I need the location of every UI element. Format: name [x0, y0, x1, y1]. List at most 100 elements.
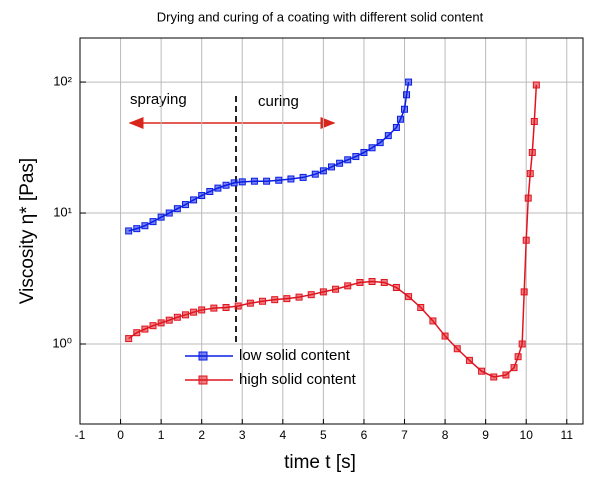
y-tick-label: 10²	[53, 74, 72, 89]
series-line	[128, 84, 538, 378]
data-point	[181, 311, 189, 319]
data-point	[206, 188, 214, 196]
data-point	[181, 201, 189, 209]
legend-marker	[198, 351, 208, 361]
data-point	[198, 192, 206, 200]
legend-marker	[198, 375, 208, 385]
data-point	[198, 306, 206, 314]
data-point	[344, 282, 352, 290]
data-point	[250, 177, 258, 185]
data-point	[520, 288, 528, 296]
data-point	[263, 177, 271, 185]
data-point	[234, 302, 242, 310]
data-point	[157, 319, 165, 327]
data-point	[360, 148, 368, 156]
annotation: spraying	[130, 91, 187, 108]
data-point	[530, 117, 538, 125]
data-point	[518, 340, 526, 348]
data-point	[133, 329, 141, 337]
data-point	[287, 175, 295, 183]
data-point	[396, 115, 404, 123]
data-point	[532, 81, 540, 89]
data-point	[222, 303, 230, 311]
data-point	[307, 291, 315, 299]
data-point	[230, 179, 238, 187]
data-point	[173, 313, 181, 321]
data-point	[526, 170, 534, 178]
data-point	[271, 296, 279, 304]
data-point	[190, 196, 198, 204]
data-point	[524, 194, 532, 202]
data-point	[356, 278, 364, 286]
data-point	[336, 159, 344, 167]
data-point	[392, 123, 400, 131]
x-axis-title: time t [s]	[284, 452, 356, 473]
data-point	[214, 184, 222, 192]
data-point	[352, 153, 360, 161]
data-point	[125, 335, 133, 343]
data-point	[392, 284, 400, 292]
legend-label: low solid content	[239, 347, 351, 364]
x-tick-label: 8	[442, 428, 449, 442]
chart-title: Drying and curing of a coating with diff…	[157, 9, 484, 24]
annotation: curing	[258, 93, 299, 110]
data-point	[311, 170, 319, 178]
data-point	[125, 227, 133, 235]
data-point	[133, 225, 141, 233]
data-point	[502, 371, 510, 379]
data-point	[275, 176, 283, 184]
data-point	[417, 303, 425, 311]
data-point	[441, 332, 449, 340]
data-point	[259, 297, 267, 305]
data-point	[283, 295, 291, 303]
x-tick-label: 6	[361, 428, 368, 442]
data-point	[368, 144, 376, 152]
data-point	[403, 91, 411, 99]
data-point	[376, 139, 384, 147]
data-point	[453, 345, 461, 353]
data-point	[238, 178, 246, 186]
data-point	[368, 278, 376, 286]
x-tick-label: -1	[75, 428, 86, 442]
data-point	[401, 105, 409, 113]
x-tick-label: 1	[158, 428, 165, 442]
data-point	[490, 373, 498, 381]
data-point	[299, 173, 307, 181]
data-point	[380, 278, 388, 286]
plot-frame	[79, 37, 584, 425]
data-point	[405, 78, 413, 86]
x-tick-label: 4	[279, 428, 286, 442]
data-point	[157, 213, 165, 221]
data-point	[514, 353, 522, 361]
data-point	[429, 317, 437, 325]
data-point	[510, 364, 518, 372]
data-point	[295, 293, 303, 301]
data-point	[190, 308, 198, 316]
x-tick-label: 7	[401, 428, 408, 442]
data-point	[332, 285, 340, 293]
y-axis-title: Viscosity η* [Pas]	[17, 158, 38, 304]
y-tick-label: 10¹	[53, 204, 72, 219]
data-point	[344, 156, 352, 164]
x-tick-label: 2	[198, 428, 205, 442]
x-tick-label: 0	[117, 428, 124, 442]
x-tick-label: 10	[520, 428, 534, 442]
data-point	[165, 316, 173, 324]
data-point	[222, 181, 230, 189]
data-point	[149, 322, 157, 330]
legend-label: high solid content	[239, 371, 357, 388]
data-point	[465, 356, 473, 364]
data-point	[319, 288, 327, 296]
x-tick-label: 5	[320, 428, 327, 442]
x-tick-label: 3	[239, 428, 246, 442]
data-point	[246, 299, 254, 307]
data-point	[522, 236, 530, 244]
data-point	[173, 205, 181, 213]
data-point	[328, 163, 335, 171]
data-point	[528, 148, 536, 156]
data-point	[405, 293, 413, 301]
data-point	[149, 218, 157, 226]
data-point	[210, 304, 218, 312]
x-tick-label: 9	[482, 428, 489, 442]
